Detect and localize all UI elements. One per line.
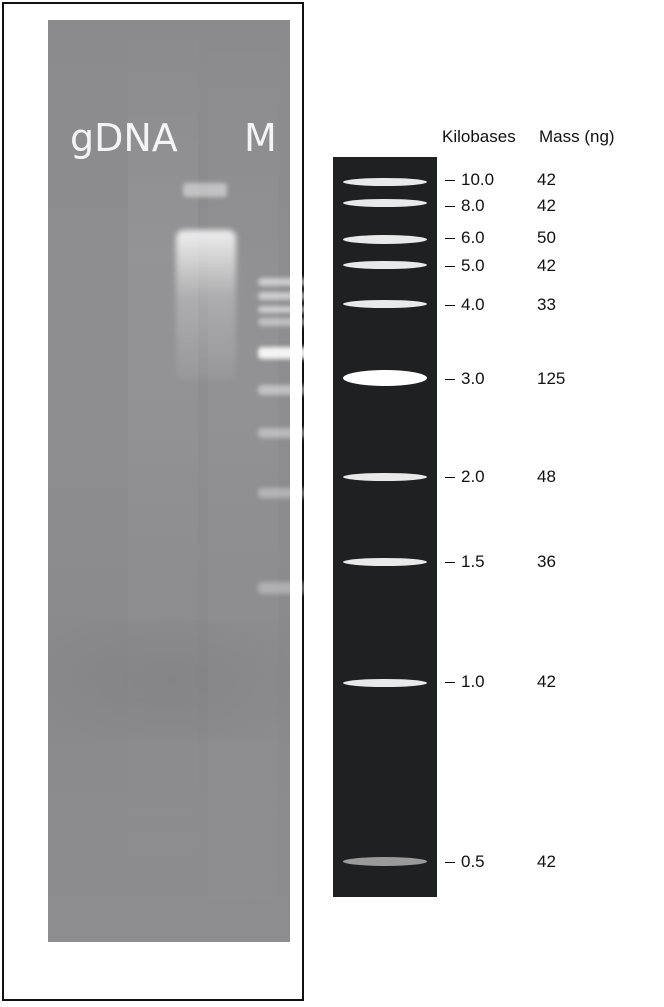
mass-value: 125 <box>537 369 566 388</box>
agarose-gel-image <box>48 20 314 942</box>
tick-mark <box>445 305 455 307</box>
ladder-band-5kb <box>343 261 427 269</box>
kb-value: 1.0 <box>461 672 485 691</box>
kb-label-row: 5.0 <box>445 256 485 276</box>
tick-mark <box>445 379 455 381</box>
tick-mark <box>445 238 455 240</box>
tick-mark <box>445 562 455 564</box>
kb-value: 10.0 <box>461 170 495 189</box>
marker-band <box>258 385 314 395</box>
tick-mark <box>445 180 455 182</box>
kb-label-row: 4.0 <box>445 295 485 315</box>
ladder-band-2kb <box>343 473 427 481</box>
marker-band <box>258 318 314 326</box>
tick-mark <box>445 682 455 684</box>
tick-mark <box>445 206 455 208</box>
kb-label-row: 2.0 <box>445 467 485 487</box>
gel-photo-frame: gDNA M <box>2 2 314 1001</box>
kb-label-row: 0.5 <box>445 852 485 872</box>
kb-value: 1.5 <box>461 552 485 571</box>
marker-band <box>258 428 314 438</box>
ladder-band-1-5kb <box>343 558 427 566</box>
kb-value: 4.0 <box>461 295 485 314</box>
mass-value: 42 <box>537 852 556 871</box>
ladder-band-4kb <box>343 300 427 308</box>
marker-band <box>258 347 314 359</box>
marker-band <box>258 278 314 286</box>
tick-mark <box>445 477 455 479</box>
kb-label-row: 1.5 <box>445 552 485 572</box>
mass-value: 48 <box>537 467 556 486</box>
ladder-band-6kb <box>343 235 427 244</box>
mass-value: 33 <box>537 295 556 314</box>
kb-value: 2.0 <box>461 467 485 486</box>
kb-value: 0.5 <box>461 852 485 871</box>
gel-haze <box>48 620 290 740</box>
ladder-band-0-5kb <box>343 857 427 866</box>
tick-mark <box>445 862 455 864</box>
mass-value: 50 <box>537 228 556 247</box>
kb-value: 3.0 <box>461 369 485 388</box>
kb-value: 8.0 <box>461 196 485 215</box>
kilobases-header: Kilobases <box>442 127 516 146</box>
ladder-gel-image <box>333 157 437 897</box>
marker-band <box>258 306 314 313</box>
mass-value: 42 <box>537 672 556 691</box>
kb-label-row: 10.0 <box>445 170 494 190</box>
ladder-band-10kb <box>343 178 427 186</box>
lane-label-marker: M <box>244 116 277 160</box>
lane-label-gdna: gDNA <box>70 116 178 160</box>
gdna-lane <box>128 20 198 942</box>
ladder-band-8kb <box>343 199 427 207</box>
marker-band <box>258 292 314 300</box>
kb-label-row: 8.0 <box>445 196 485 216</box>
mass-value: 36 <box>537 552 556 571</box>
mass-value: 42 <box>537 170 556 189</box>
mass-value: 42 <box>537 196 556 215</box>
mass-header: Mass (ng) <box>539 127 615 146</box>
gdna-band-smear <box>176 230 236 380</box>
kb-value: 6.0 <box>461 228 485 247</box>
marker-band <box>258 488 314 498</box>
kb-label-row: 3.0 <box>445 369 485 389</box>
mass-value: 42 <box>537 256 556 275</box>
ladder-band-1kb <box>343 679 427 687</box>
gdna-well <box>183 183 227 197</box>
marker-band <box>258 582 314 594</box>
marker-lane <box>208 20 278 942</box>
kb-label-row: 6.0 <box>445 228 485 248</box>
kb-value: 5.0 <box>461 256 485 275</box>
kb-label-row: 1.0 <box>445 672 485 692</box>
ladder-band-3kb <box>343 370 427 386</box>
tick-mark <box>445 266 455 268</box>
